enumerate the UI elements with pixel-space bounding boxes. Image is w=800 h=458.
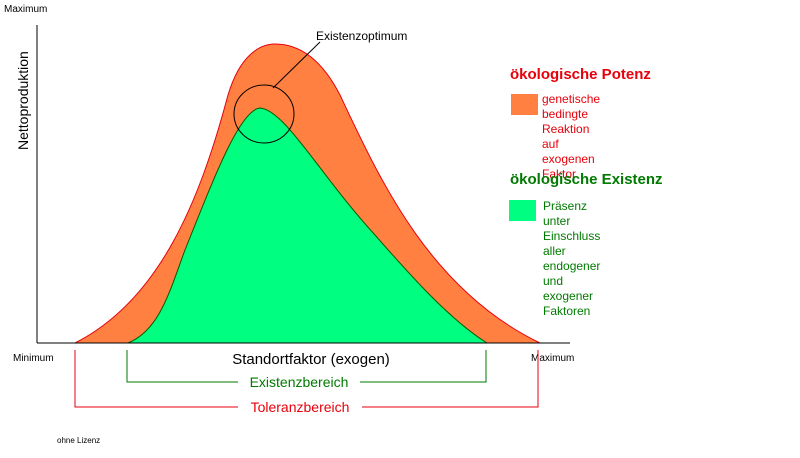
legend-existenz-heading: ökologische Existenz bbox=[510, 171, 663, 188]
x-axis-label: Standortfaktor (exogen) bbox=[232, 351, 390, 368]
legend-potenz-heading: ökologische Potenz bbox=[510, 66, 651, 83]
tolerance-range-label-bg bbox=[238, 399, 362, 415]
tolerance-range-label: Toleranzbereich bbox=[251, 399, 350, 415]
existence-range-label-bg bbox=[238, 374, 360, 390]
legend-potenz-swatch bbox=[511, 94, 538, 115]
existence-range-label: Existenzbereich bbox=[250, 374, 349, 390]
legend-existenz-text: Präsenz unter Einschluss aller endogener… bbox=[543, 199, 601, 318]
y-axis-top-label: Maximum bbox=[4, 4, 47, 15]
legend-existenz-swatch bbox=[509, 200, 536, 221]
x-axis-right-label: Maximum bbox=[531, 353, 574, 364]
optimum-label: Existenzoptimum bbox=[316, 29, 407, 43]
legend-potenz-text: genetische bedingte Reaktion auf exogene… bbox=[542, 92, 601, 181]
optimum-circle bbox=[233, 84, 295, 144]
y-axis-label: Nettoproduktion bbox=[15, 51, 31, 150]
footnote: ohne Lizenz bbox=[57, 436, 100, 445]
existenz-curve-area bbox=[127, 107, 489, 344]
x-axis-left-label: Minimum bbox=[13, 353, 54, 364]
optimum-pointer-line bbox=[272, 41, 321, 89]
